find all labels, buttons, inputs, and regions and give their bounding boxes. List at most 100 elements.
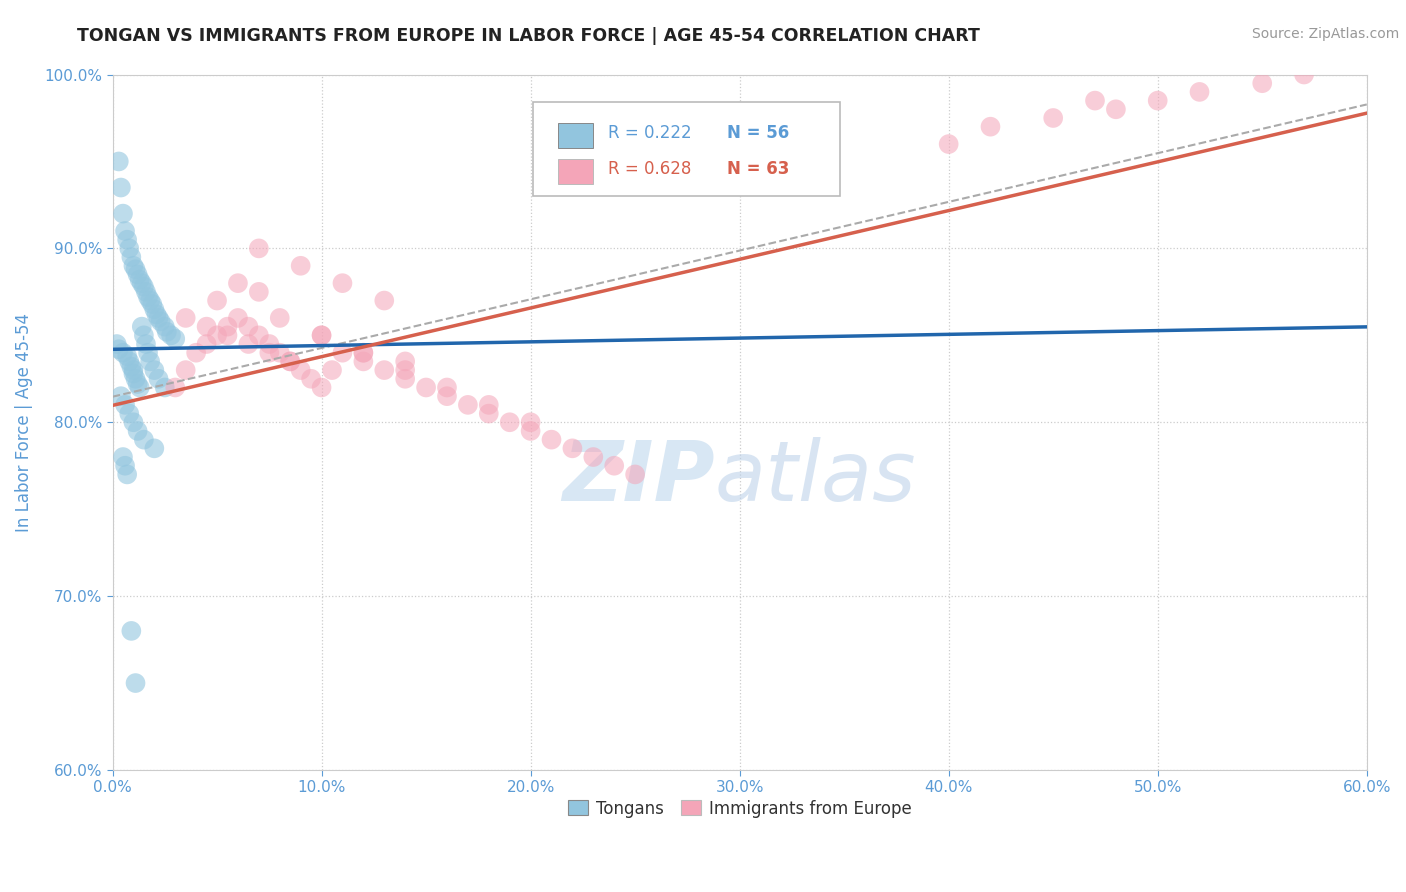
Point (139, 293, 162, 308)
Point (478, 407, 501, 421)
Point (195, 319, 218, 334)
Point (478, 398, 501, 412)
Point (114, 458, 136, 473)
Point (1292, 68, 1315, 82)
Point (120, 359, 142, 374)
Point (226, 310, 249, 325)
Point (499, 415, 522, 429)
Point (311, 328, 333, 343)
Point (582, 450, 605, 464)
Point (143, 442, 166, 456)
Point (127, 268, 149, 282)
Point (1042, 111, 1064, 125)
Point (226, 276, 249, 290)
Point (124, 262, 146, 277)
Point (115, 467, 138, 482)
Point (269, 345, 291, 359)
Point (136, 345, 159, 359)
Point (299, 372, 322, 386)
Point (1188, 85, 1211, 99)
Point (131, 319, 153, 334)
Point (114, 224, 136, 238)
Point (311, 380, 333, 394)
Point (174, 310, 197, 325)
FancyBboxPatch shape (533, 103, 839, 196)
Point (135, 285, 157, 299)
Point (436, 389, 458, 403)
Point (352, 345, 374, 359)
Point (373, 363, 395, 377)
Legend: Tongans, Immigrants from Europe: Tongans, Immigrants from Europe (561, 793, 918, 824)
Point (139, 354, 162, 368)
Point (128, 273, 150, 287)
FancyBboxPatch shape (558, 159, 593, 184)
Point (259, 345, 281, 359)
Point (149, 314, 172, 328)
Text: TONGAN VS IMMIGRANTS FROM EUROPE IN LABOR FORCE | AGE 45-54 CORRELATION CHART: TONGAN VS IMMIGRANTS FROM EUROPE IN LABO… (77, 27, 980, 45)
Point (118, 354, 141, 368)
Point (195, 337, 218, 351)
Point (332, 276, 354, 290)
Point (278, 354, 301, 368)
Point (127, 424, 149, 438)
Point (131, 276, 153, 290)
Point (124, 372, 146, 386)
Point (624, 467, 647, 482)
Text: R = 0.628: R = 0.628 (607, 161, 692, 178)
Point (148, 310, 170, 325)
Point (122, 363, 145, 377)
Point (153, 380, 176, 394)
Y-axis label: In Labor Force | Age 45-54: In Labor Force | Age 45-54 (15, 313, 32, 532)
Point (110, 389, 132, 403)
Point (290, 363, 312, 377)
Point (115, 233, 138, 247)
Point (110, 180, 132, 194)
Point (132, 328, 155, 343)
Point (120, 624, 142, 638)
Point (145, 308, 167, 322)
Point (603, 458, 626, 473)
Text: ZIP: ZIP (562, 437, 714, 518)
Point (259, 337, 281, 351)
Point (311, 328, 333, 343)
Point (132, 279, 155, 293)
Point (135, 337, 157, 351)
Text: N = 56: N = 56 (727, 124, 789, 143)
Text: R = 0.222: R = 0.222 (607, 124, 692, 143)
Point (148, 372, 170, 386)
Point (290, 259, 312, 273)
Point (122, 415, 145, 429)
Point (165, 332, 187, 346)
Point (141, 297, 163, 311)
Point (519, 424, 541, 438)
Point (373, 293, 395, 308)
Point (979, 120, 1001, 134)
Point (1146, 94, 1168, 108)
Point (1084, 94, 1107, 108)
Point (394, 354, 416, 368)
Point (238, 337, 260, 351)
Point (115, 349, 138, 363)
Point (136, 290, 159, 304)
Point (561, 442, 583, 456)
Point (278, 354, 301, 368)
Point (205, 293, 228, 308)
Point (111, 206, 134, 220)
Point (186, 345, 208, 359)
Point (217, 319, 239, 334)
Point (352, 354, 374, 368)
Point (352, 345, 374, 359)
Point (132, 433, 155, 447)
Point (269, 310, 291, 325)
Text: Source: ZipAtlas.com: Source: ZipAtlas.com (1251, 27, 1399, 41)
Point (107, 154, 129, 169)
Point (247, 241, 270, 255)
Text: N = 63: N = 63 (727, 161, 790, 178)
Point (519, 415, 541, 429)
Point (160, 328, 183, 343)
Point (415, 380, 437, 394)
Point (122, 367, 145, 381)
Point (394, 363, 416, 377)
Point (127, 377, 149, 392)
Point (143, 363, 166, 377)
